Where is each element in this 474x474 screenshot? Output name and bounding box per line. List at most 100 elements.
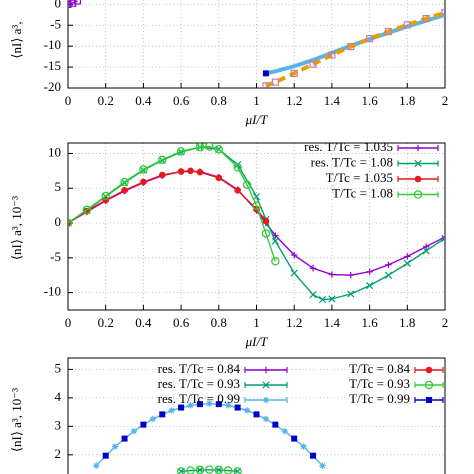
point [176,467,186,474]
x-tick-label: 0.6 [173,93,190,108]
point [262,70,269,77]
point [157,155,167,164]
x-tick-label: 0.4 [135,315,152,330]
point [121,435,128,442]
legend-item: res. T/Tc = 0.99 [158,391,288,406]
point [422,14,430,23]
point [140,421,147,428]
y-tick-label: -10 [44,37,61,52]
point [366,268,373,275]
point [196,168,204,176]
point [290,69,298,77]
x-tick-label: 0 [65,315,72,330]
point [300,443,307,450]
point [271,257,280,266]
point [234,187,241,194]
point [366,35,374,43]
plot-area [93,400,326,474]
legend-label: T/Tc = 1.08 [332,185,393,200]
x-tick-label: 1 [253,315,260,330]
y-axis-label: ⟨nI⟩ a³, 10⁻³ [9,196,24,260]
point [206,400,213,407]
point [422,247,430,255]
point [271,237,279,245]
plot-frame [67,357,446,474]
x-tick-label: 1 [253,93,260,108]
point [318,295,327,304]
point [196,401,203,408]
point [262,217,270,225]
point [233,163,242,172]
point [252,192,261,201]
point [403,259,411,268]
point [177,467,185,474]
point [404,253,411,260]
point [290,269,298,277]
y-tick-label: 10 [48,144,61,159]
y-tick-label: -5 [50,249,61,264]
point [215,401,222,408]
legend-marker [424,380,434,390]
y-tick-label: -20 [44,79,61,94]
series [68,143,280,266]
x-tick-label: 1.6 [361,93,378,108]
point [73,0,82,5]
legend-label: res. T/Tc = 0.93 [158,376,240,391]
point [347,272,354,279]
series [262,70,269,77]
point [196,466,204,474]
point [215,466,223,474]
legend-item: res. T/Tc = 1.035 [304,139,439,154]
x-tick-label: 0.4 [135,93,152,108]
legend-item: T/Tc = 0.84 [349,361,444,376]
legend-item: T/Tc = 0.93 [349,376,444,391]
series [176,465,242,474]
series [68,0,82,8]
legend-label: T/Tc = 0.93 [349,376,410,391]
series [262,9,445,88]
point [310,452,317,459]
point [319,462,326,469]
point [328,51,336,59]
legend-label: res. T/Tc = 0.99 [158,391,240,406]
x-tick-label: 1.6 [361,315,378,330]
legend-item: res. T/Tc = 0.84 [158,361,288,376]
legend-item: T/Tc = 1.035 [326,170,439,185]
y-tick-label: 2 [55,446,62,461]
y-tick-label: -10 [44,284,61,299]
point [195,143,205,152]
x-axis-label: μI/T [245,112,268,127]
series [265,10,445,88]
point [242,180,252,189]
point [225,402,232,409]
point [291,251,298,259]
series-line [95,402,323,467]
point [291,435,298,442]
point [121,187,128,194]
x-tick-label: 1.8 [399,315,415,330]
x-tick-label: 2 [442,93,449,108]
legend-item: T/Tc = 0.99 [349,391,444,406]
point [309,291,317,299]
x-tick-label: 1.4 [324,93,341,108]
point [328,271,336,278]
point [93,462,100,469]
point [384,271,393,279]
point [403,21,411,29]
point [149,415,157,423]
point [68,218,73,228]
point [441,234,445,242]
x-tick-label: 0.2 [98,315,114,330]
legend-item: res. T/Tc = 0.93 [158,376,288,391]
series [68,167,270,227]
legend-label: T/Tc = 1.035 [326,170,393,185]
legend-marker [413,190,423,199]
legend-marker [426,397,432,403]
point [102,452,109,459]
y-tick-label: 3 [55,417,62,432]
point [82,205,92,215]
legend-marker [414,144,422,152]
